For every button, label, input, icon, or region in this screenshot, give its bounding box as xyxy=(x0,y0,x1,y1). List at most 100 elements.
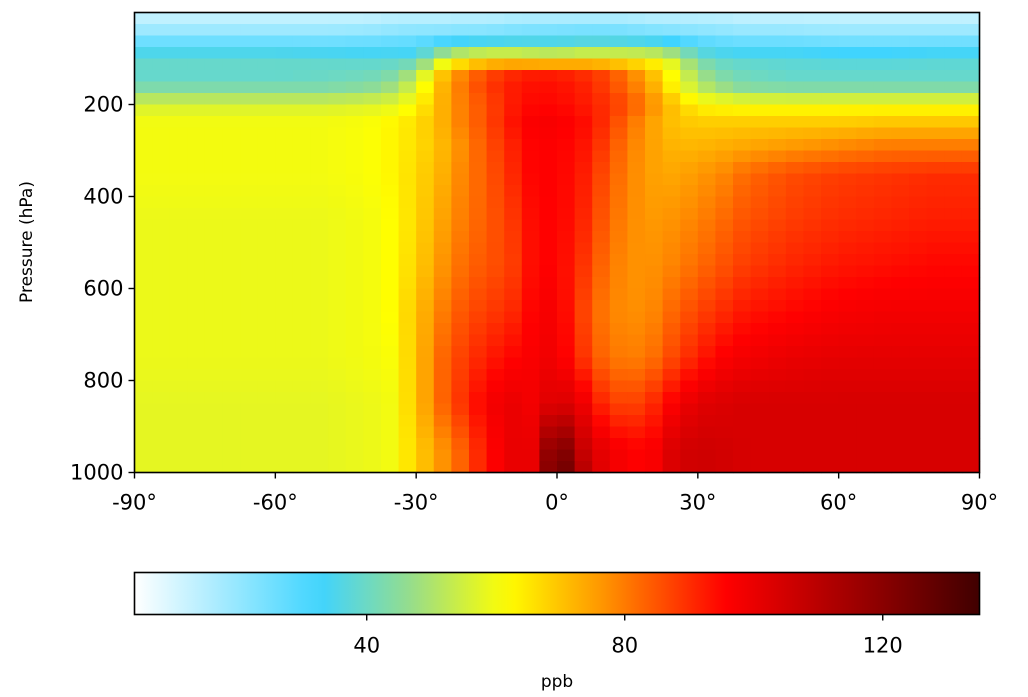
heatmap-cell xyxy=(345,449,364,462)
heatmap-cell xyxy=(275,150,294,163)
heatmap-cell xyxy=(609,277,629,290)
heatmap-cell xyxy=(961,173,981,186)
heatmap-cell xyxy=(627,461,646,474)
heatmap-cell xyxy=(152,231,171,244)
heatmap-cell xyxy=(768,392,787,405)
heatmap-cell xyxy=(803,208,822,221)
heatmap-cell xyxy=(468,139,488,152)
heatmap-cell xyxy=(909,196,928,209)
heatmap-cell xyxy=(345,219,364,232)
heatmap-cell xyxy=(222,127,241,140)
heatmap-cell xyxy=(785,461,805,474)
heatmap-cell xyxy=(310,380,329,393)
heatmap-cell xyxy=(662,162,681,175)
heatmap-cell xyxy=(926,104,945,117)
heatmap-cell xyxy=(416,403,435,416)
heatmap-cell xyxy=(222,185,241,198)
heatmap-cell xyxy=(451,380,470,393)
heatmap-cell xyxy=(592,150,611,163)
heatmap-cell xyxy=(521,173,540,186)
heatmap-cell xyxy=(733,380,752,393)
heatmap-cell xyxy=(785,162,805,175)
heatmap-cell xyxy=(380,346,400,359)
heatmap-cell xyxy=(539,47,558,60)
heatmap-cell xyxy=(609,323,629,336)
heatmap-cell xyxy=(873,438,893,451)
heatmap-cell xyxy=(909,438,928,451)
heatmap-cell xyxy=(768,150,787,163)
heatmap-cell xyxy=(240,277,259,290)
heatmap-cell xyxy=(680,277,699,290)
heatmap-cell xyxy=(539,173,558,186)
heatmap-cell xyxy=(433,93,452,106)
heatmap-cell xyxy=(398,70,417,83)
heatmap-cell xyxy=(310,346,329,359)
x-tick-label: 60° xyxy=(820,491,857,515)
heatmap-cell xyxy=(345,208,364,221)
heatmap-cell xyxy=(169,196,188,209)
heatmap-cell xyxy=(609,346,629,359)
heatmap-cell xyxy=(416,219,435,232)
heatmap-cell xyxy=(645,438,664,451)
heatmap-cell xyxy=(222,47,241,60)
heatmap-cell xyxy=(539,139,558,152)
heatmap-cell xyxy=(627,242,646,255)
heatmap-cell xyxy=(645,12,664,25)
heatmap-cell xyxy=(873,265,893,278)
heatmap-cell xyxy=(785,219,805,232)
heatmap-cell xyxy=(961,415,981,428)
heatmap-cell xyxy=(609,380,629,393)
heatmap-cell xyxy=(926,219,945,232)
heatmap-cell xyxy=(468,380,488,393)
heatmap-cell xyxy=(750,104,769,117)
heatmap-cell xyxy=(433,35,452,48)
heatmap-cell xyxy=(187,35,206,48)
heatmap-cell xyxy=(680,334,699,347)
heatmap-cell xyxy=(715,357,734,370)
heatmap-cell xyxy=(662,24,681,37)
heatmap-cell xyxy=(574,265,593,278)
heatmap-cell xyxy=(926,426,945,439)
heatmap-cell xyxy=(645,288,664,301)
heatmap-cell xyxy=(380,150,400,163)
heatmap-cell xyxy=(398,415,417,428)
heatmap-cell xyxy=(592,403,611,416)
heatmap-cell xyxy=(785,93,805,106)
heatmap-cell xyxy=(222,12,241,25)
heatmap-cell xyxy=(697,300,717,313)
heatmap-cell xyxy=(680,58,699,71)
heatmap-cell xyxy=(310,254,329,267)
heatmap-cell xyxy=(380,173,400,186)
heatmap-cell xyxy=(275,254,294,267)
heatmap-cell xyxy=(486,58,505,71)
heatmap-cell xyxy=(521,231,540,244)
heatmap-cell xyxy=(768,93,787,106)
heatmap-cell xyxy=(539,70,558,83)
heatmap-cell xyxy=(398,357,417,370)
heatmap-cell xyxy=(468,438,488,451)
heatmap-cell xyxy=(750,334,769,347)
heatmap-cell xyxy=(152,150,171,163)
heatmap-cell xyxy=(345,150,364,163)
heatmap-cell xyxy=(240,380,259,393)
heatmap-cell xyxy=(609,403,629,416)
heatmap-cell xyxy=(574,162,593,175)
heatmap-cell xyxy=(310,449,329,462)
heatmap-cell xyxy=(838,104,857,117)
heatmap-cell xyxy=(909,93,928,106)
heatmap-cell xyxy=(257,35,276,48)
heatmap-cell xyxy=(662,392,681,405)
heatmap-cell xyxy=(909,219,928,232)
heatmap-cell xyxy=(275,70,294,83)
heatmap-cell xyxy=(856,24,875,37)
heatmap-cell xyxy=(521,12,540,25)
heatmap-cell xyxy=(380,104,400,117)
heatmap-cell xyxy=(944,288,963,301)
heatmap-cell xyxy=(645,219,664,232)
heatmap-cell xyxy=(451,438,470,451)
heatmap-cell xyxy=(715,196,734,209)
heatmap-cell xyxy=(380,438,400,451)
x-axis: -90° -60° -30° 0° 30° 60° 90° xyxy=(112,472,998,515)
heatmap-cell xyxy=(768,70,787,83)
heatmap-cell xyxy=(204,35,224,48)
